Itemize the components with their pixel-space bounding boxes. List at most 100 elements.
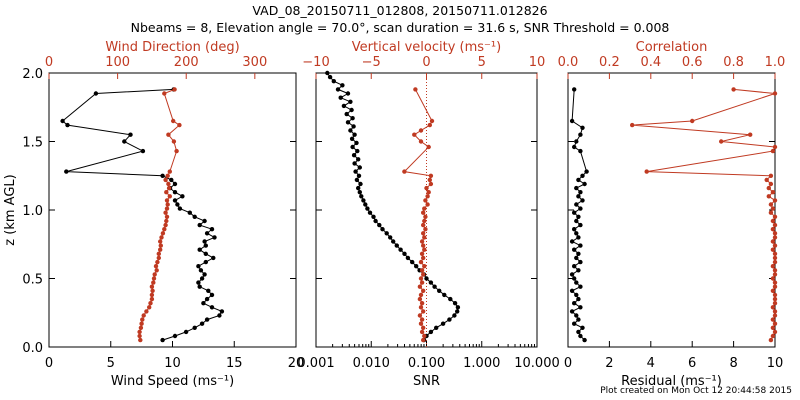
data-point-snr-bottom — [402, 251, 407, 256]
x-tick-label: 0.100 — [408, 356, 445, 371]
data-point-residual-bottom — [569, 118, 575, 124]
x-tick-label: 0 — [45, 356, 53, 371]
data-point-snr-top — [425, 202, 430, 207]
series-line-wind-bottom — [61, 88, 223, 341]
data-point-wind-bottom — [60, 118, 65, 124]
data-point-snr-top — [417, 284, 423, 289]
data-point-wind-bottom — [204, 317, 210, 322]
top-tick-label: 0.8 — [723, 55, 744, 70]
data-point-wind-bottom — [140, 148, 146, 154]
data-point-residual-bottom — [574, 139, 579, 144]
data-point-snr-top — [428, 173, 434, 178]
data-point-residual-bottom — [572, 87, 577, 92]
data-point-snr-bottom — [352, 132, 357, 137]
data-point-snr-bottom — [359, 194, 364, 199]
data-point-residual-bottom — [580, 173, 585, 178]
data-point-residual-bottom — [576, 177, 581, 183]
data-point-residual-bottom — [582, 337, 587, 343]
data-point-wind-top — [167, 194, 172, 199]
data-point-snr-top — [418, 139, 424, 144]
data-point-wind-bottom — [64, 169, 69, 174]
data-point-snr-bottom — [373, 218, 378, 224]
data-point-residual-bottom — [576, 296, 581, 302]
data-point-wind-bottom — [203, 243, 208, 248]
plot-frame-residual — [567, 72, 776, 348]
data-point-snr-top — [419, 268, 425, 273]
data-point-residual-top — [768, 202, 774, 207]
data-point-residual-bottom — [572, 264, 577, 269]
data-point-residual-top — [768, 181, 774, 187]
data-point-residual-top — [770, 276, 776, 281]
data-point-wind-bottom — [65, 122, 70, 128]
data-point-snr-top — [421, 231, 426, 236]
data-point-residual-top — [768, 210, 774, 215]
x-tick-label: 8 — [729, 356, 737, 371]
data-point-wind-bottom — [199, 321, 205, 326]
data-point-wind-top — [149, 296, 155, 302]
data-point-snr-top — [422, 333, 427, 339]
data-point-snr-top — [429, 118, 435, 124]
x-tick-label: 1.000 — [463, 356, 500, 371]
data-point-snr-top — [422, 206, 427, 211]
data-point-wind-bottom — [203, 251, 208, 256]
data-point-wind-bottom — [202, 218, 207, 224]
data-point-residual-top — [772, 272, 778, 277]
data-point-residual-bottom — [578, 284, 583, 289]
data-point-residual-top — [770, 206, 776, 211]
data-point-wind-top — [163, 210, 168, 215]
data-point-residual-bottom — [569, 239, 575, 244]
data-point-snr-top — [423, 227, 428, 232]
data-point-residual-bottom — [578, 333, 583, 339]
data-point-wind-bottom — [204, 231, 210, 236]
data-point-snr-bottom — [380, 227, 385, 232]
data-point-wind-top — [150, 288, 155, 293]
data-point-residual-bottom — [574, 218, 579, 224]
data-point-snr-bottom — [355, 148, 360, 154]
series-line-wind-top — [139, 88, 181, 341]
data-point-wind-top — [138, 325, 144, 330]
data-point-snr-bottom — [358, 181, 363, 187]
data-point-snr-bottom — [327, 74, 333, 80]
data-point-wind-top — [171, 118, 176, 124]
data-point-wind-top — [152, 272, 157, 277]
series-line-snr-top — [403, 89, 433, 341]
data-point-residual-bottom — [578, 148, 583, 154]
data-point-residual-top — [768, 337, 774, 343]
data-point-wind-bottom — [160, 337, 165, 343]
data-point-residual-bottom — [578, 243, 583, 248]
top-axis-label: Wind Direction (deg) — [105, 40, 239, 55]
data-point-residual-bottom — [569, 309, 575, 314]
data-point-snr-bottom — [384, 231, 389, 236]
data-point-residual-top — [772, 243, 778, 248]
data-point-snr-bottom — [437, 288, 442, 293]
data-point-snr-bottom — [398, 247, 403, 252]
plot-frame-wind — [48, 72, 297, 348]
data-point-snr-top — [421, 272, 426, 277]
data-point-wind-bottom — [198, 268, 204, 273]
data-point-wind-bottom — [202, 272, 207, 277]
data-point-residual-top — [764, 177, 769, 183]
data-point-residual-top — [766, 194, 771, 199]
data-point-wind-top — [158, 243, 163, 248]
data-point-snr-top — [418, 321, 424, 326]
data-point-wind-bottom — [128, 132, 133, 137]
data-point-residual-top — [748, 132, 753, 137]
data-point-residual-top — [772, 292, 778, 298]
data-point-residual-top — [772, 144, 778, 150]
data-point-residual-bottom — [578, 305, 583, 310]
y-tick-label: 1.5 — [22, 136, 43, 151]
data-point-snr-bottom — [354, 177, 360, 183]
top-tick-label: 0.6 — [682, 55, 703, 70]
data-point-wind-top — [166, 185, 172, 191]
top-tick-label: 0.4 — [640, 55, 661, 70]
data-point-snr-bottom — [340, 83, 345, 88]
data-point-snr-top — [421, 222, 426, 228]
data-point-wind-top — [147, 305, 152, 310]
data-point-wind-top — [172, 87, 177, 92]
data-point-wind-top — [138, 337, 143, 343]
data-point-residual-top — [770, 218, 776, 224]
data-point-snr-top — [418, 259, 424, 265]
data-point-snr-bottom — [363, 202, 368, 207]
data-point-residual-top — [770, 333, 776, 339]
data-point-snr-top — [413, 87, 418, 92]
